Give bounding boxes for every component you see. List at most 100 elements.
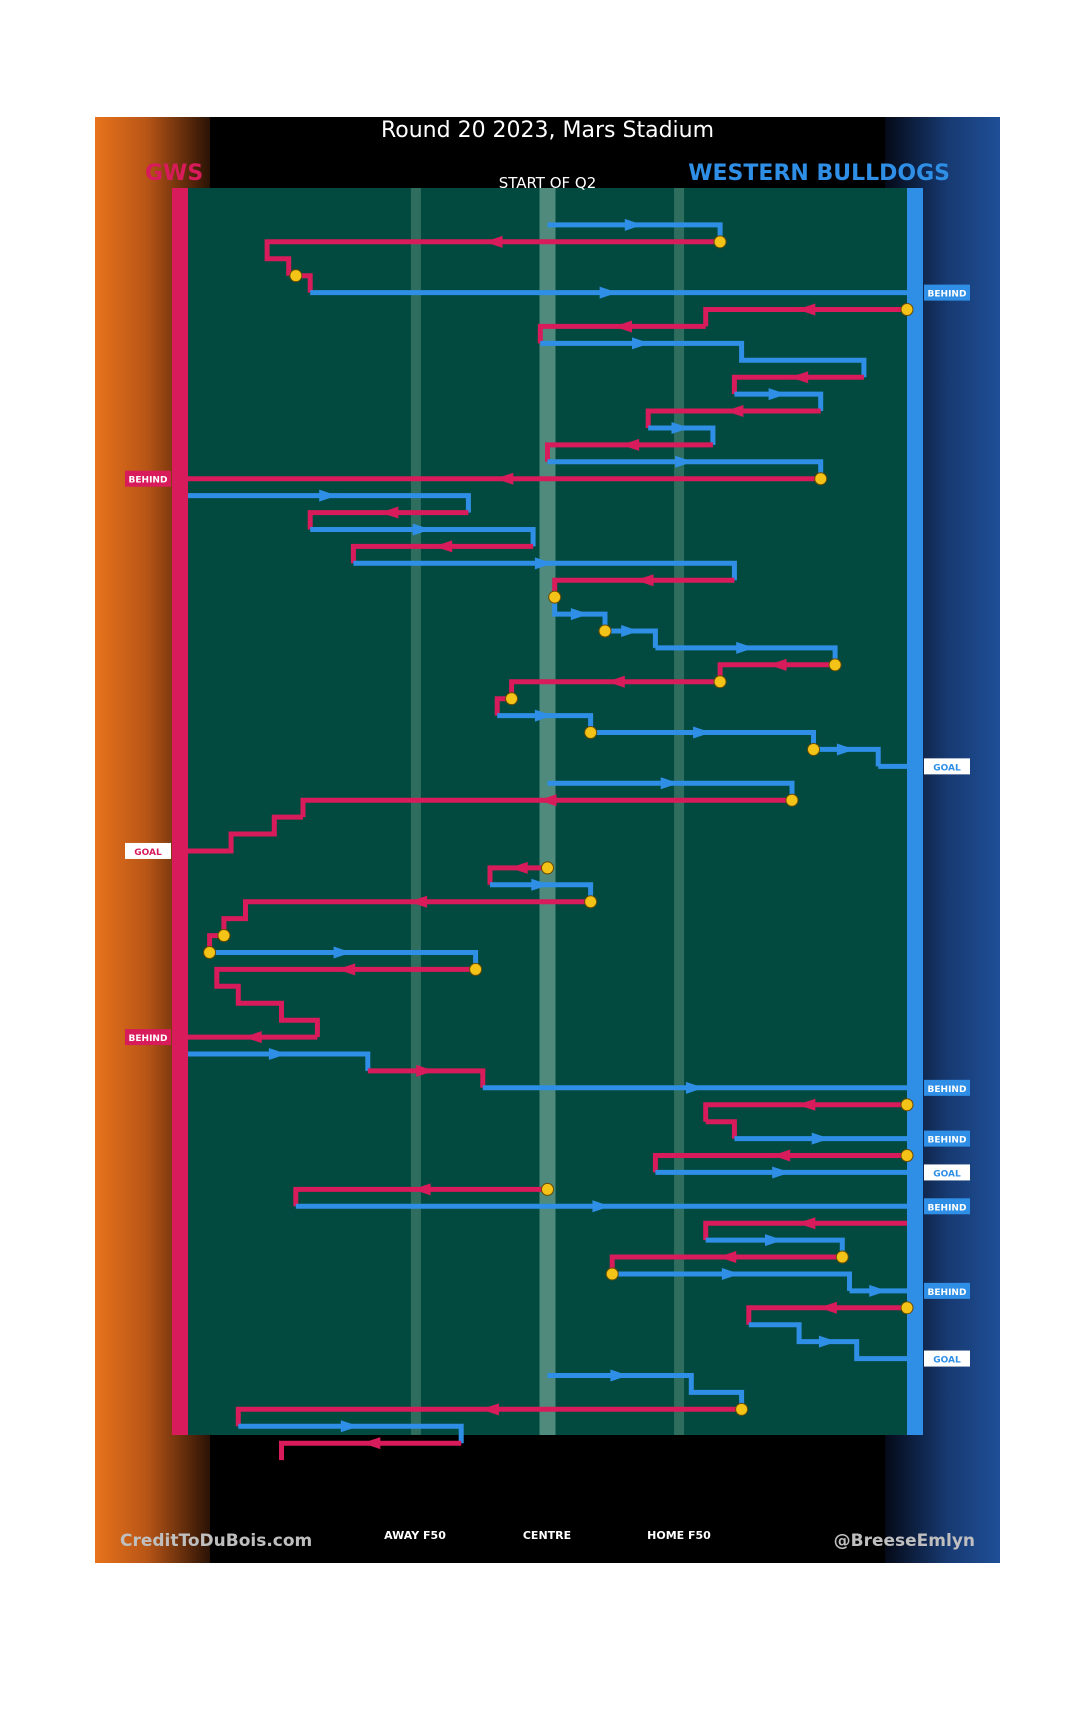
turnover-marker-38	[469, 962, 483, 976]
chart-frame: BEHIND BEHIND GOAL GOAL BEHIND BEHIND BEHIND GO…	[95, 117, 1000, 1563]
chain-12-arrow	[675, 455, 694, 468]
chain-46-arrow	[772, 1149, 791, 1162]
chain-59-arrow	[340, 1420, 359, 1433]
chain-48-arrow	[412, 1183, 431, 1196]
chain-30-arrow	[660, 777, 679, 790]
turnover-marker-24	[713, 675, 727, 689]
chain-11-arrow	[621, 438, 640, 451]
chain-4-arrow	[797, 303, 816, 316]
chain-49-arrow	[592, 1200, 611, 1213]
turnover-marker-53	[605, 1267, 619, 1281]
chain-35-arrow	[409, 895, 428, 908]
chain-13-arrow	[495, 472, 514, 485]
turnover-marker-58	[735, 1402, 749, 1416]
outcome-label-54: BEHIND	[928, 1288, 967, 1298]
turnover-marker-23	[828, 658, 842, 672]
chain-9-gws	[645, 408, 821, 428]
chain-55-gws	[746, 1305, 907, 1325]
chain-50-gws	[703, 1220, 907, 1241]
outcome-badge-42	[924, 1079, 970, 1096]
chain-31-arrow	[538, 794, 557, 807]
outcome-badge-54	[924, 1282, 970, 1299]
chain-1-arrow	[484, 235, 503, 248]
bulldogs-end-bar	[907, 188, 923, 1435]
chart-title: Round 20 2023, Mars Stadium	[380, 118, 715, 143]
home-f50-label: HOME F50	[647, 1529, 711, 1542]
outcome-badge-47	[924, 1164, 970, 1181]
outcome-label-3: BEHIND	[928, 290, 967, 300]
gws-end-bar	[172, 188, 188, 1435]
chain-28-bulldogs	[813, 746, 881, 767]
outcome-badge-56	[924, 1350, 970, 1367]
outcome-badge-29	[924, 758, 970, 775]
chain-17-arrow	[434, 540, 453, 553]
chain-3-arrow	[599, 286, 618, 299]
outcome-badge-49	[924, 1198, 970, 1215]
turnover-marker-37	[203, 945, 217, 959]
chain-53-arrow	[721, 1267, 740, 1280]
chain-18-arrow	[534, 557, 553, 570]
chain-55-arrow	[818, 1301, 837, 1314]
turnover-marker-20	[548, 590, 562, 604]
outcome-badge-39	[125, 1029, 171, 1046]
outcome-label-47: GOAL	[933, 1169, 961, 1179]
chain-15-gws	[307, 510, 469, 530]
chain-37-arrow	[333, 946, 352, 959]
chain-15-arrow	[380, 506, 399, 519]
turnover-marker-1	[713, 235, 727, 249]
outcome-badge-32	[125, 842, 171, 859]
chain-19-arrow	[635, 574, 654, 587]
chain-38-arrow	[337, 963, 356, 976]
chain-23-arrow	[768, 658, 787, 671]
credit-right: @BreeseEmlyn	[833, 1531, 975, 1551]
turnover-marker-33	[541, 861, 554, 875]
chain-24-arrow	[606, 675, 625, 688]
outcome-badge-45	[924, 1130, 970, 1147]
chain-45-arrow	[811, 1132, 830, 1145]
outcome-badge-3	[924, 284, 970, 301]
chain-40-arrow	[268, 1048, 287, 1060]
turnover-marker-13	[814, 472, 828, 486]
turnover-marker-31	[785, 793, 799, 807]
turnover-marker-48	[541, 1182, 554, 1196]
chain-10-arrow	[671, 421, 690, 434]
turnover-marker-2	[289, 269, 303, 283]
turnover-marker-21	[598, 624, 612, 638]
chain-34-arrow	[531, 878, 550, 891]
credit-left: CreditToDuBois.com	[120, 1531, 313, 1551]
chain-10-bulldogs	[648, 425, 716, 445]
chain-1-gws	[264, 239, 721, 276]
chain-40-bulldogs	[188, 1051, 371, 1071]
away-f50-label: AWAY F50	[384, 1529, 446, 1542]
chain-50-arrow	[797, 1217, 816, 1230]
chain-31-gws	[300, 797, 792, 818]
turnover-marker-36	[217, 929, 231, 943]
chain-57-bulldogs	[547, 1373, 745, 1410]
centre-label: CENTRE	[522, 1529, 572, 1542]
turnover-marker-43	[900, 1098, 914, 1112]
bulldogs-team-label: WESTERN BULLDOGS	[688, 161, 950, 186]
turnover-marker-27	[584, 726, 598, 740]
chain-35-gws	[221, 899, 591, 936]
chain-4-gws	[703, 307, 907, 327]
chain-6-arrow	[631, 337, 650, 350]
chain-56-arrow	[818, 1335, 837, 1348]
chain-18-bulldogs	[353, 560, 737, 581]
chain-7-gws	[731, 374, 864, 395]
home-f50-line	[674, 188, 685, 1435]
chain-20-arrow	[570, 608, 589, 621]
outcome-label-49: BEHIND	[928, 1203, 967, 1213]
turnover-marker-35	[584, 895, 598, 909]
outcome-badge-13	[125, 470, 171, 487]
turnover-marker-4	[900, 303, 914, 317]
turnover-marker-28	[807, 742, 821, 756]
chain-32-gws	[188, 814, 303, 854]
chain-7-arrow	[790, 371, 809, 384]
chain-43-gws	[703, 1102, 907, 1122]
chain-16-arrow	[412, 523, 431, 536]
outcome-label-13: BEHIND	[129, 476, 168, 486]
chain-8-bulldogs	[734, 391, 824, 411]
period-label: START OF Q2	[498, 174, 597, 192]
outcome-label-39: BEHIND	[129, 1034, 168, 1044]
chain-57-arrow	[610, 1369, 629, 1382]
